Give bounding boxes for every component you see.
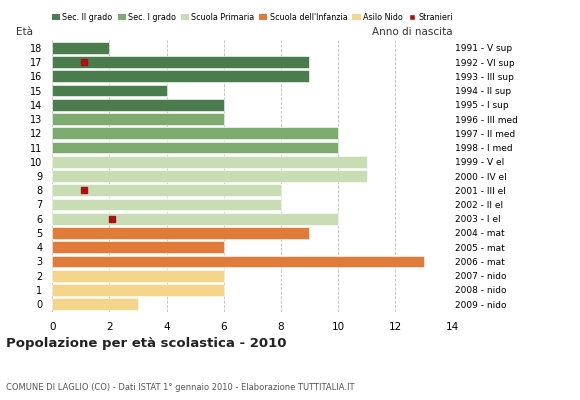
Bar <box>52 213 338 224</box>
Bar <box>52 170 367 182</box>
Bar <box>52 156 367 168</box>
Bar <box>52 113 224 125</box>
Legend: Sec. II grado, Sec. I grado, Scuola Primaria, Scuola dell'Infanzia, Asilo Nido, : Sec. II grado, Sec. I grado, Scuola Prim… <box>49 10 456 25</box>
Bar <box>52 256 424 267</box>
Bar <box>52 184 281 196</box>
Bar <box>52 142 338 153</box>
Bar <box>52 284 224 296</box>
Bar <box>52 227 310 239</box>
Text: Popolazione per età scolastica - 2010: Popolazione per età scolastica - 2010 <box>6 337 287 350</box>
Bar <box>52 199 281 210</box>
Bar <box>52 298 138 310</box>
Bar <box>52 270 224 282</box>
Text: Età: Età <box>16 27 33 37</box>
Text: COMUNE DI LAGLIO (CO) - Dati ISTAT 1° gennaio 2010 - Elaborazione TUTTITALIA.IT: COMUNE DI LAGLIO (CO) - Dati ISTAT 1° ge… <box>6 383 354 392</box>
Text: Anno di nascita: Anno di nascita <box>372 27 452 37</box>
Bar <box>52 241 224 253</box>
Bar <box>52 85 166 96</box>
Bar <box>52 70 310 82</box>
Bar <box>52 99 224 111</box>
Bar <box>52 128 338 139</box>
Bar <box>52 42 110 54</box>
Bar <box>52 56 310 68</box>
